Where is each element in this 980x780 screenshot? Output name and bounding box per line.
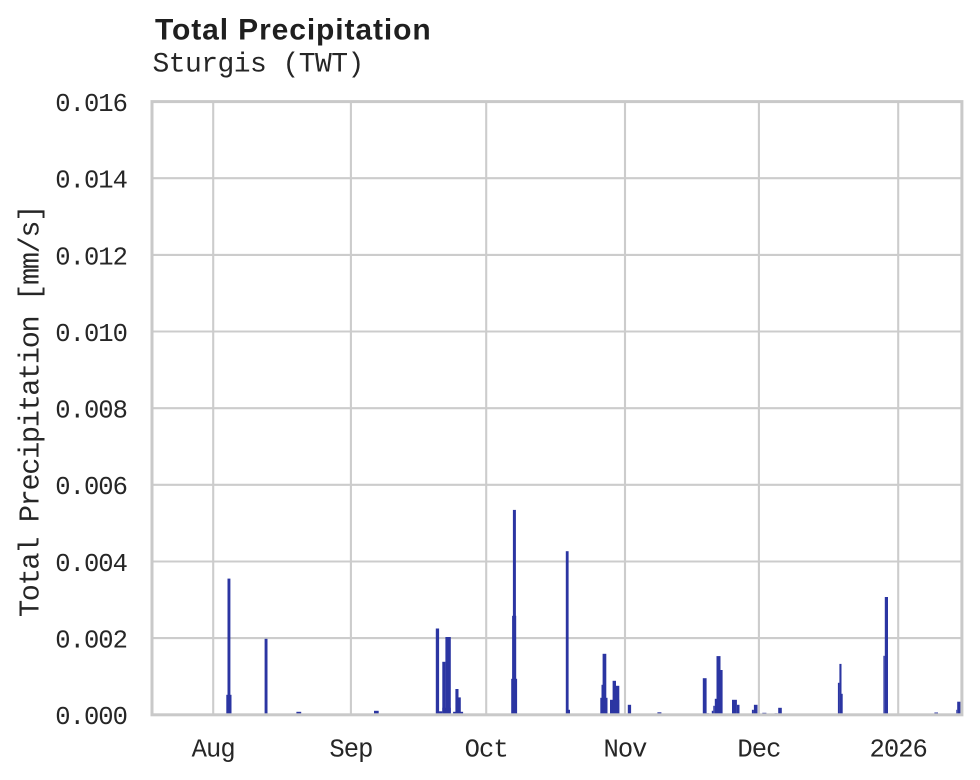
svg-text:Sep: Sep <box>329 736 372 765</box>
svg-text:0.012: 0.012 <box>55 243 127 272</box>
svg-text:Oct: Oct <box>465 736 508 765</box>
svg-text:2026: 2026 <box>869 736 926 765</box>
svg-text:Total Precipitation [mm/s]: Total Precipitation [mm/s] <box>15 206 48 617</box>
svg-text:0.008: 0.008 <box>55 397 127 426</box>
svg-text:0.004: 0.004 <box>55 550 127 579</box>
svg-text:0.016: 0.016 <box>55 90 127 119</box>
svg-text:Total Precipitation: Total Precipitation <box>155 14 432 47</box>
svg-text:Aug: Aug <box>192 736 235 765</box>
svg-text:0.000: 0.000 <box>55 703 127 732</box>
svg-text:0.002: 0.002 <box>55 627 127 656</box>
svg-text:Sturgis (TWT): Sturgis (TWT) <box>153 50 364 81</box>
svg-text:0.006: 0.006 <box>55 473 127 502</box>
svg-text:Dec: Dec <box>737 736 780 765</box>
svg-text:0.010: 0.010 <box>55 320 127 349</box>
svg-text:Nov: Nov <box>603 736 647 765</box>
svg-text:0.014: 0.014 <box>55 167 127 196</box>
